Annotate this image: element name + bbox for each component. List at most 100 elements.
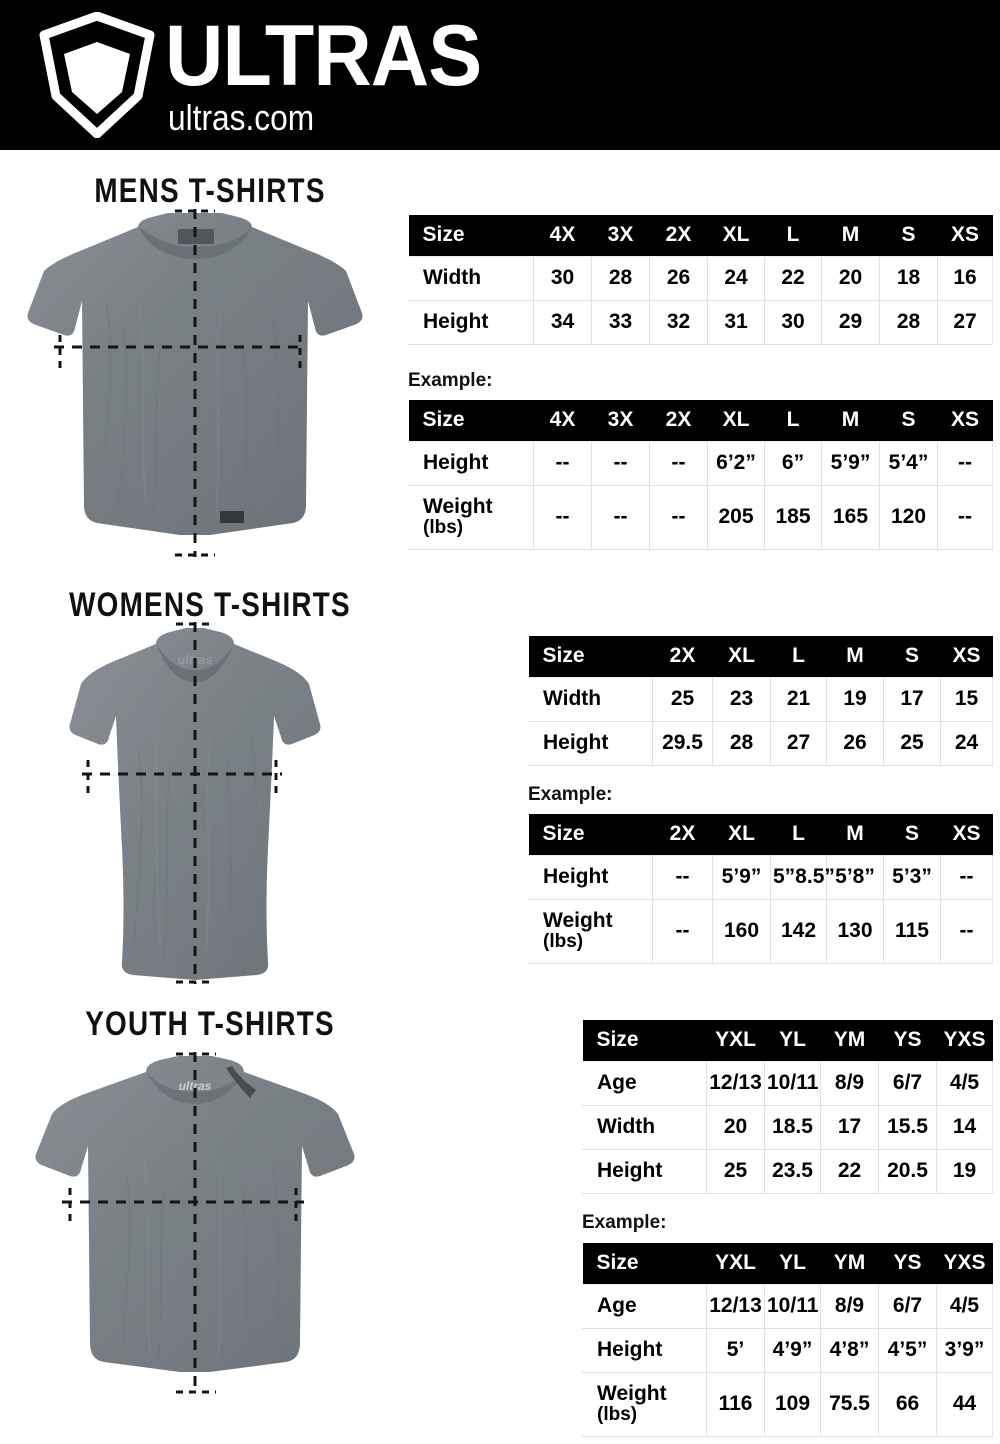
table-header-row: Size 2X XL L M S XS xyxy=(528,636,993,678)
cell: 33 xyxy=(591,300,650,346)
col-header-size: Size xyxy=(528,814,653,856)
youth-measure-table-wrap: Size YXL YL YM YS YXS Age 12/13 10/11 8/… xyxy=(582,1020,993,1195)
cell: -- xyxy=(652,899,713,965)
row-label-age: Age xyxy=(582,1061,707,1107)
cell: -- xyxy=(649,485,708,551)
row-label-width: Width xyxy=(528,677,653,723)
col-header-4x: 4X xyxy=(533,215,592,257)
cell: 6” xyxy=(764,441,822,487)
col-header-s: S xyxy=(883,814,941,856)
cell: 5’4” xyxy=(879,441,938,487)
col-header-m: M xyxy=(821,215,880,257)
table-row: Height -- 5’9” 5”8.5” 5’8” 5’3” -- xyxy=(528,855,993,901)
row-label-width: Width xyxy=(408,256,534,302)
cell: 3’9” xyxy=(936,1328,993,1374)
cell: 4’5” xyxy=(878,1328,937,1374)
row-label-weight-line2: (lbs) xyxy=(423,517,464,539)
cell: 16 xyxy=(937,256,993,302)
cell: 20.5 xyxy=(878,1149,937,1195)
cell: 10/11 xyxy=(764,1061,821,1107)
table-row: Height 29.5 28 27 26 25 24 xyxy=(528,721,993,767)
cell: 44 xyxy=(936,1372,993,1438)
row-label-age: Age xyxy=(582,1284,707,1330)
col-header-yxl: YXL xyxy=(706,1020,765,1062)
row-label-weight: Weight (lbs) xyxy=(528,899,653,965)
row-label-weight: Weight (lbs) xyxy=(582,1372,707,1438)
cell: -- xyxy=(940,855,993,901)
ultras-shield-logo-icon xyxy=(34,12,160,138)
cell: -- xyxy=(533,485,592,551)
col-header-yl: YL xyxy=(764,1020,821,1062)
cell: 165 xyxy=(821,485,880,551)
cell: 14 xyxy=(936,1105,993,1151)
row-label-height: Height xyxy=(528,721,653,767)
cell: 31 xyxy=(707,300,765,346)
col-header-2x: 2X xyxy=(649,215,708,257)
table-header-row: Size 2X XL L M S XS xyxy=(528,814,993,856)
row-label-weight-line2: (lbs) xyxy=(597,1404,638,1426)
row-label-height: Height xyxy=(582,1149,707,1195)
col-header-ys: YS xyxy=(878,1243,937,1285)
table-row: Weight (lbs) -- -- -- 205 185 165 120 -- xyxy=(408,485,993,551)
col-header-s: S xyxy=(879,215,938,257)
row-label-height: Height xyxy=(408,441,534,487)
col-header-xs: XS xyxy=(937,215,993,257)
section-title-youth: YOUTH T-SHIRTS xyxy=(85,1005,335,1043)
col-header-ym: YM xyxy=(820,1020,879,1062)
womens-measure-table: Size 2X XL L M S XS Width 25 23 21 19 17… xyxy=(528,636,993,767)
womens-measure-table-wrap: Size 2X XL L M S XS Width 25 23 21 19 17… xyxy=(528,636,993,767)
table-row: Width 25 23 21 19 17 15 xyxy=(528,677,993,723)
table-row: Height 34 33 32 31 30 29 28 27 xyxy=(408,300,993,346)
row-label-height: Height xyxy=(528,855,653,901)
table-row: Age 12/13 10/11 8/9 6/7 4/5 xyxy=(582,1284,993,1330)
svg-text:ultras: ultras xyxy=(179,1079,212,1093)
cell: 6/7 xyxy=(878,1061,937,1107)
col-header-size: Size xyxy=(582,1243,707,1285)
womens-example-label: Example: xyxy=(528,784,613,805)
cell: 24 xyxy=(940,721,993,767)
col-header-3x: 3X xyxy=(591,400,650,442)
row-label-height: Height xyxy=(408,300,534,346)
cell: 28 xyxy=(712,721,771,767)
cell: 130 xyxy=(826,899,884,965)
cell: -- xyxy=(937,441,993,487)
table-header-row: Size 4X 3X 2X XL L M S XS xyxy=(408,215,993,257)
col-header-m: M xyxy=(826,814,884,856)
cell: 17 xyxy=(820,1105,879,1151)
cell: 26 xyxy=(826,721,884,767)
cell: 4/5 xyxy=(936,1284,993,1330)
cell: 34 xyxy=(533,300,592,346)
cell: 142 xyxy=(770,899,827,965)
table-header-row: Size YXL YL YM YS YXS xyxy=(582,1020,993,1062)
cell: -- xyxy=(591,441,650,487)
row-label-weight: Weight (lbs) xyxy=(408,485,534,551)
cell: 120 xyxy=(879,485,938,551)
table-row: Height 5’ 4’9” 4’8” 4’5” 3’9” xyxy=(582,1328,993,1374)
womens-tshirt-illustration: ultras xyxy=(20,618,370,990)
table-row: Weight (lbs) -- 160 142 130 115 -- xyxy=(528,899,993,965)
cell: 5’9” xyxy=(712,855,771,901)
cell: 5’ xyxy=(706,1328,765,1374)
col-header-size: Size xyxy=(582,1020,707,1062)
cell: 30 xyxy=(533,256,592,302)
cell: 6/7 xyxy=(878,1284,937,1330)
cell: 19 xyxy=(936,1149,993,1195)
col-header-xs: XS xyxy=(940,636,993,678)
cell: 25 xyxy=(883,721,941,767)
col-header-2x: 2X xyxy=(652,814,713,856)
cell: 5’3” xyxy=(883,855,941,901)
col-header-ys: YS xyxy=(878,1020,937,1062)
cell: 75.5 xyxy=(820,1372,879,1438)
col-header-m: M xyxy=(826,636,884,678)
cell: 19 xyxy=(826,677,884,723)
mens-tshirt-illustration xyxy=(10,205,380,565)
cell: 4’8” xyxy=(820,1328,879,1374)
cell: 24 xyxy=(707,256,765,302)
col-header-yxl: YXL xyxy=(706,1243,765,1285)
cell: 5”8.5” xyxy=(770,855,835,901)
cell: 15.5 xyxy=(878,1105,937,1151)
col-header-size: Size xyxy=(408,215,534,257)
cell: 4/5 xyxy=(936,1061,993,1107)
col-header-xl: XL xyxy=(707,400,765,442)
col-header-yxs: YXS xyxy=(936,1243,993,1285)
